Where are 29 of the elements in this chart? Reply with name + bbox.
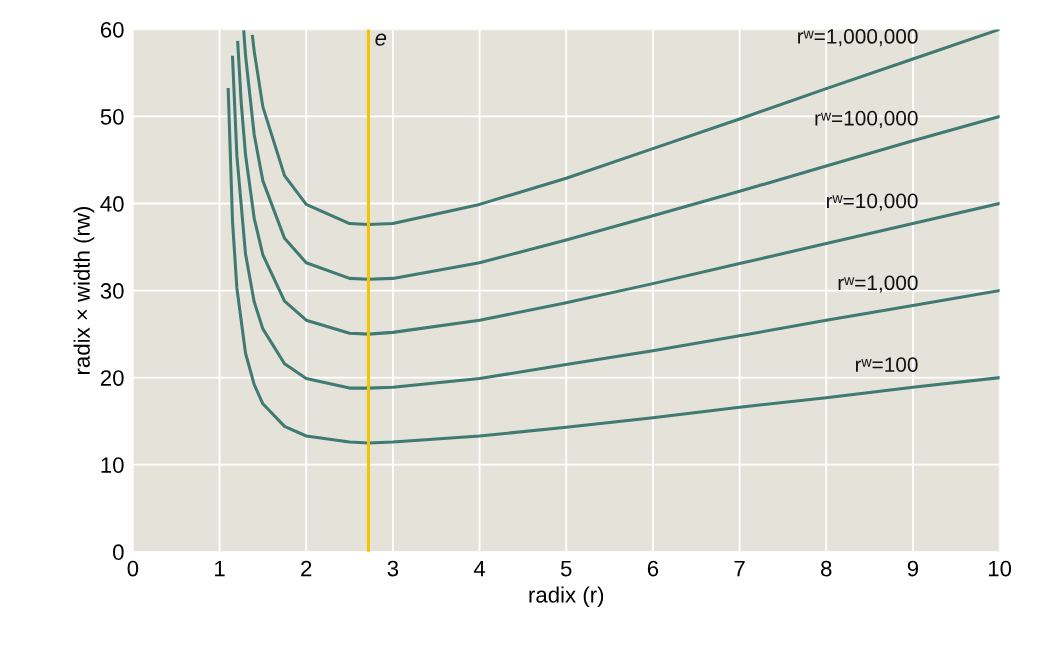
x-tick-label: 3 [387,560,399,577]
x-tick-label: 5 [560,560,572,577]
series-label: rʷ=10,000 [827,193,918,211]
x-tick-label: 8 [821,560,832,577]
y-tick-label: 30 [100,283,124,299]
x-tick-label: 7 [734,560,745,577]
y-axis-title: radix × width (rw) [73,207,95,374]
x-tick-label: 10 [988,560,1012,577]
x-tick-label: 9 [907,560,919,577]
x-axis-title: radix (r) [529,586,604,608]
x-tick-label: 0 [127,560,139,577]
y-tick-label: 60 [100,21,124,38]
y-tick-label: 20 [100,370,124,386]
series-label: rʷ=100 [855,357,918,372]
x-tick-label: 1 [215,560,225,577]
y-tick-label: 0 [113,544,124,561]
series-label: rʷ=1,000,000 [798,29,918,47]
x-tick-label: 2 [301,560,312,577]
line-series [226,87,1000,445]
y-tick-label: 10 [101,457,124,473]
y-tick-label: 40 [100,196,124,212]
ref-line-label: e [375,33,387,46]
x-tick-label: 4 [473,560,486,577]
line-series [231,55,1000,390]
x-tick-label: 6 [647,560,659,577]
series-label: rʷ=100,000 [815,110,918,129]
series-label: rʷ=1,000 [838,275,918,293]
line-series [250,29,1000,226]
y-tick-label: 50 [100,108,124,125]
